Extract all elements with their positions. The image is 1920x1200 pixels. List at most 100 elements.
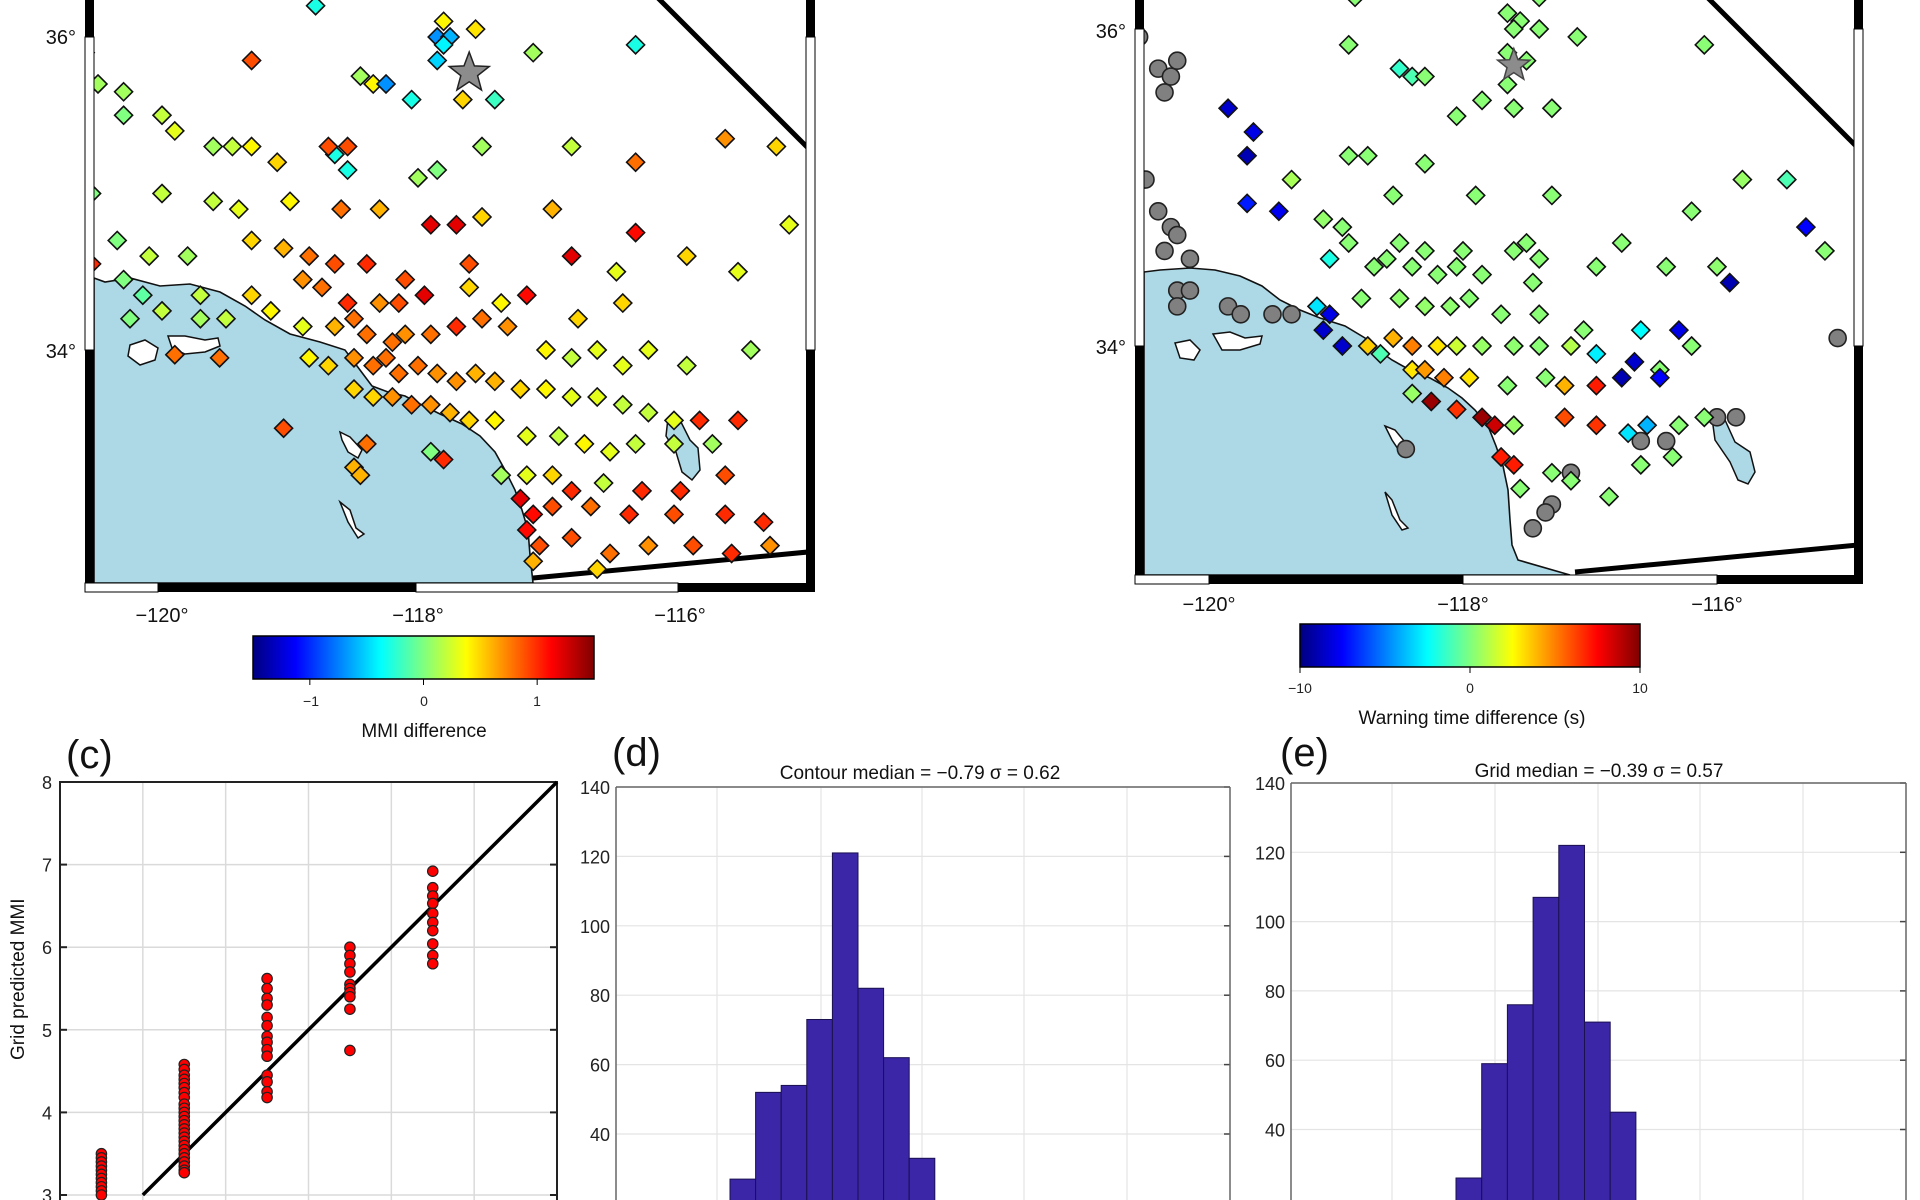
no-data-station-marker	[1180, 281, 1200, 300]
station-marker	[1706, 256, 1728, 277]
station-marker	[1516, 232, 1537, 254]
station-marker	[1471, 264, 1493, 285]
station-marker	[1402, 383, 1423, 404]
station-marker	[356, 324, 377, 345]
station-marker	[484, 89, 505, 110]
station-marker	[471, 206, 493, 228]
scatter-c-points	[95, 865, 439, 1200]
station-marker	[1649, 367, 1670, 388]
station-marker	[446, 214, 467, 235]
station-marker	[516, 519, 537, 541]
station-marker	[1795, 216, 1817, 238]
station-marker	[638, 402, 659, 423]
station-marker	[759, 535, 781, 556]
histogram-ytick: 140	[1255, 774, 1285, 794]
map-b-island	[1174, 339, 1201, 361]
station-marker	[427, 50, 448, 71]
histogram-ytick: 100	[1255, 913, 1285, 933]
station-marker	[580, 496, 601, 517]
station-marker	[1370, 343, 1391, 365]
scatter-point	[261, 1019, 273, 1032]
no-data-station-marker	[1155, 83, 1174, 102]
frame-segment	[84, 36, 95, 351]
no-data-station-marker	[1263, 304, 1282, 324]
station-marker	[561, 527, 582, 548]
frame-segment	[806, 350, 815, 583]
station-marker	[1814, 240, 1836, 262]
histogram-ytick: 100	[580, 917, 610, 937]
colorbar-b-tick: 10	[1632, 680, 1648, 696]
station-marker	[1490, 304, 1512, 325]
panel-label-e: (e)	[1280, 731, 1329, 775]
station-marker	[1681, 201, 1702, 222]
station-marker	[542, 199, 563, 220]
scatter-point	[426, 938, 439, 950]
station-marker	[343, 308, 365, 329]
station-marker	[625, 222, 646, 243]
histogram-bar	[857, 987, 885, 1200]
station-marker	[203, 136, 224, 157]
station-marker	[1662, 446, 1683, 468]
station-marker	[1719, 272, 1740, 293]
station-marker	[1503, 18, 1524, 40]
station-marker	[1554, 407, 1575, 428]
map-a-island	[338, 430, 363, 460]
station-marker	[241, 50, 262, 71]
frame-segment	[1462, 574, 1718, 585]
station-marker	[318, 355, 339, 376]
station-marker	[382, 386, 403, 408]
histogram-e-title: Grid median = −0.39 σ = 0.57	[1475, 761, 1724, 782]
station-marker	[292, 316, 313, 337]
station-marker	[1598, 486, 1620, 507]
station-marker	[151, 300, 173, 322]
map-a-island	[338, 499, 366, 540]
station-marker	[1421, 391, 1442, 412]
station-marker	[241, 285, 262, 306]
station-marker	[439, 402, 461, 423]
station-marker	[420, 324, 441, 345]
scatter-point	[261, 1091, 273, 1104]
station-marker	[420, 214, 441, 235]
station-marker	[1471, 335, 1493, 357]
station-marker	[1497, 3, 1518, 24]
frame-segment	[1717, 575, 1863, 584]
station-marker	[599, 543, 621, 564]
map-a-border	[656, 0, 806, 150]
histogram-d-bars	[729, 852, 936, 1200]
scatter-c-ytick: 8	[42, 773, 52, 793]
station-marker	[1383, 185, 1404, 206]
station-marker	[311, 277, 333, 298]
no-data-station-marker	[1282, 304, 1301, 324]
station-marker	[491, 465, 512, 486]
station-marker	[318, 136, 339, 157]
station-marker	[471, 136, 493, 157]
station-marker	[1503, 240, 1524, 262]
station-marker	[1243, 121, 1264, 143]
frame-segment	[85, 0, 94, 37]
histogram-bar	[908, 1157, 936, 1200]
scatter-point	[426, 924, 439, 937]
station-marker	[343, 347, 365, 368]
epicenter-star-icon	[1495, 46, 1533, 81]
frame-segment	[1134, 28, 1145, 347]
scatter-c-grid	[60, 781, 558, 1200]
map-b-island	[1384, 491, 1410, 531]
station-marker	[1567, 26, 1588, 48]
station-marker	[1376, 248, 1397, 269]
scatter-point	[261, 1076, 273, 1088]
station-marker	[427, 159, 448, 181]
station-marker	[535, 339, 557, 361]
histogram-bar	[755, 1091, 782, 1200]
station-marker	[446, 371, 467, 392]
map-b-xtick: −116°	[1691, 594, 1743, 616]
frame-segment	[85, 350, 94, 583]
station-marker	[1427, 264, 1448, 285]
station-marker	[663, 410, 685, 431]
station-marker	[561, 386, 582, 408]
station-marker	[94, 256, 102, 272]
station-marker	[516, 425, 537, 447]
station-marker	[1656, 256, 1677, 277]
station-marker	[1617, 423, 1639, 444]
station-marker	[1510, 478, 1531, 499]
histogram-bar	[806, 1018, 833, 1200]
